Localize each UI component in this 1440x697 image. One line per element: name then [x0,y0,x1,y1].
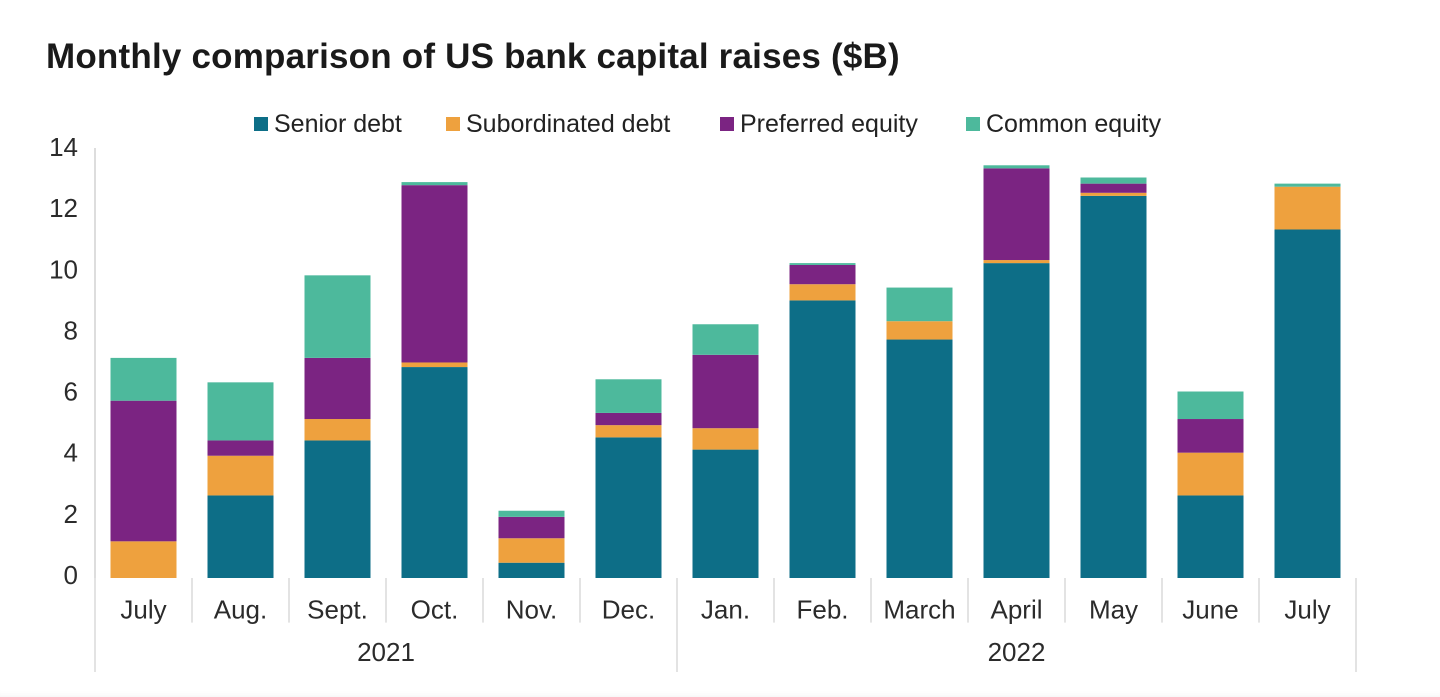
svg-text:Nov.: Nov. [506,595,558,625]
svg-text:14: 14 [49,132,78,162]
svg-text:May: May [1089,595,1138,625]
svg-text:12: 12 [49,193,78,223]
svg-text:Jan.: Jan. [701,595,750,625]
svg-text:2021: 2021 [357,637,415,667]
svg-text:Sept.: Sept. [307,595,368,625]
svg-text:2022: 2022 [988,637,1046,667]
svg-text:Dec.: Dec. [602,595,655,625]
svg-text:July: July [1284,595,1330,625]
svg-text:March: March [883,595,955,625]
svg-text:2: 2 [64,499,78,529]
svg-text:4: 4 [64,438,78,468]
svg-text:July: July [120,595,166,625]
svg-text:April: April [990,595,1042,625]
svg-text:Feb.: Feb. [796,595,848,625]
svg-text:8: 8 [64,315,78,345]
svg-text:Aug.: Aug. [214,595,268,625]
svg-text:0: 0 [64,560,78,590]
svg-text:Oct.: Oct. [411,595,459,625]
svg-text:June: June [1182,595,1238,625]
svg-text:6: 6 [64,377,78,407]
svg-text:10: 10 [49,254,78,284]
